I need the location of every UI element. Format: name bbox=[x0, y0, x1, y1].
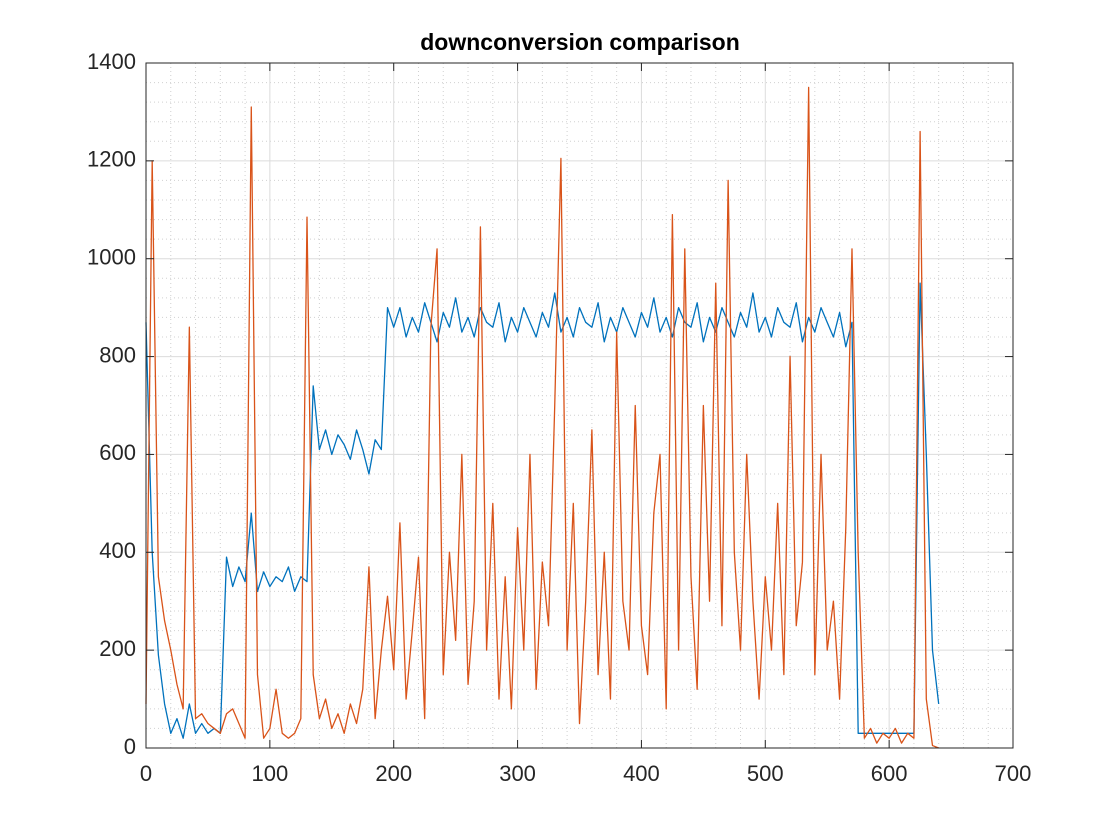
y-tick-label: 1000 bbox=[87, 245, 136, 270]
plot-frame bbox=[145, 62, 1014, 749]
plot-area bbox=[146, 63, 1013, 748]
x-tick-label: 200 bbox=[375, 761, 412, 786]
y-tick-label: 800 bbox=[99, 342, 136, 367]
y-tick-label: 1400 bbox=[87, 49, 136, 74]
data-line bbox=[145, 86, 939, 749]
x-tick-label: 700 bbox=[995, 761, 1032, 786]
data-line bbox=[145, 282, 940, 739]
y-tick-label: 600 bbox=[99, 440, 136, 465]
x-tick-label: 0 bbox=[140, 761, 152, 786]
chart-title: downconversion comparison bbox=[420, 29, 740, 55]
x-tick-label: 300 bbox=[499, 761, 536, 786]
y-tick-label: 200 bbox=[99, 636, 136, 661]
x-tick-label: 500 bbox=[747, 761, 784, 786]
x-tick-label: 100 bbox=[251, 761, 288, 786]
y-tick-label: 0 bbox=[124, 734, 136, 759]
x-tick-label: 400 bbox=[623, 761, 660, 786]
y-tick-label: 400 bbox=[99, 538, 136, 563]
x-tick-label: 600 bbox=[871, 761, 908, 786]
y-tick-label: 1200 bbox=[87, 147, 136, 172]
